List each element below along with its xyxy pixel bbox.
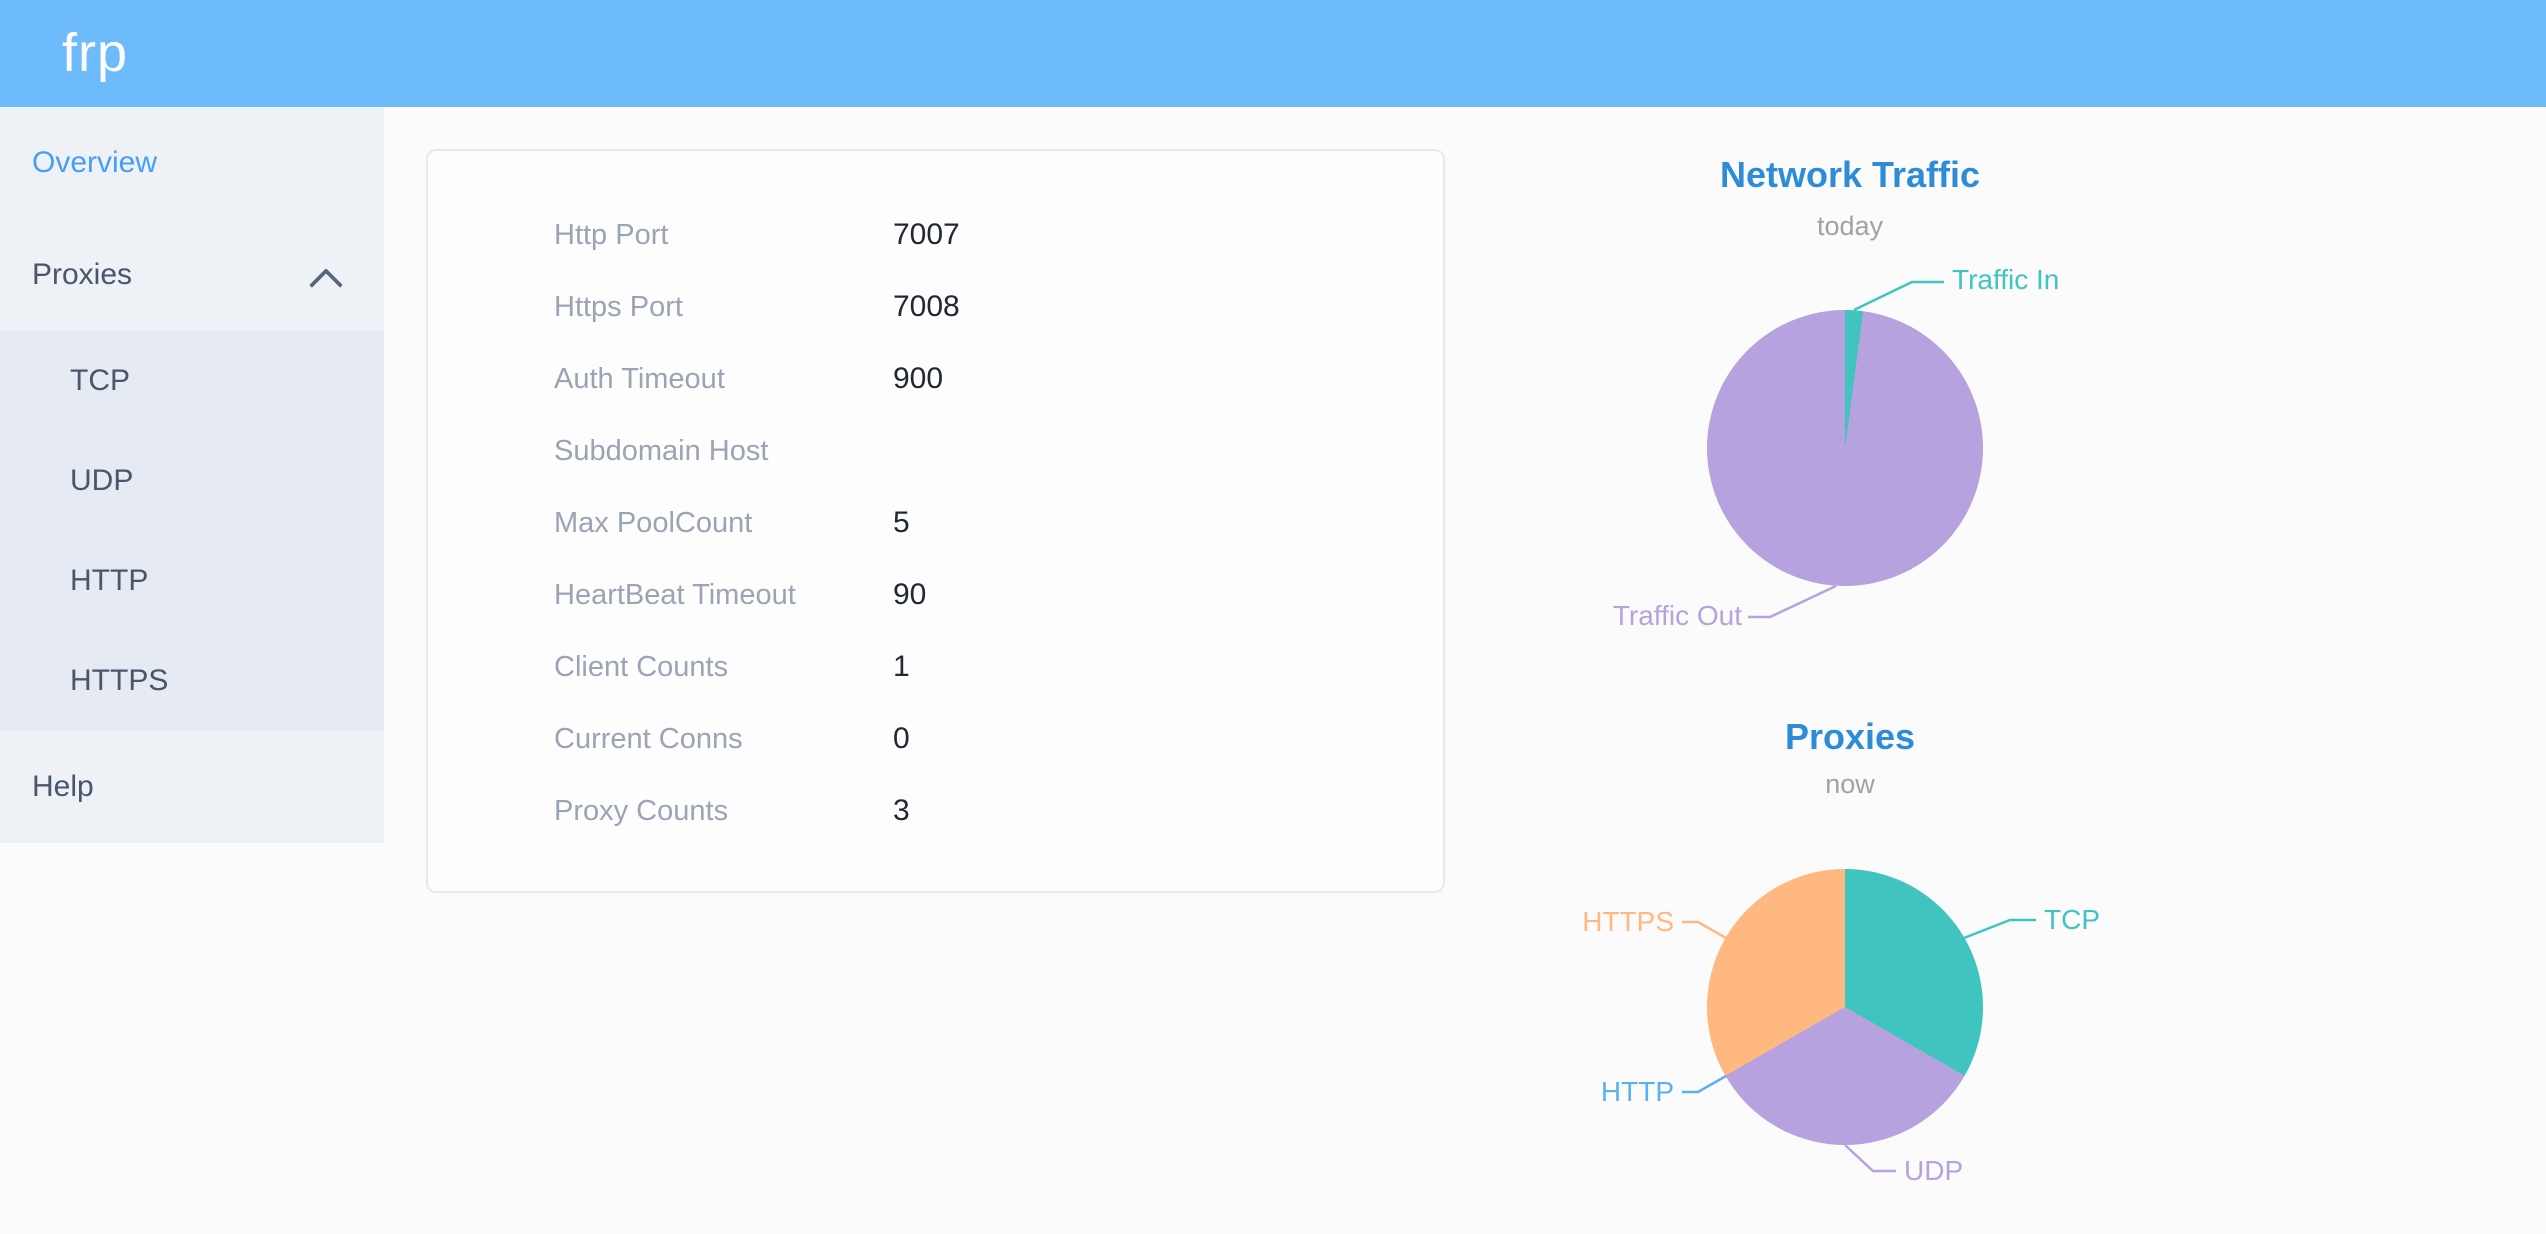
slice-label-udp: UDP <box>1904 1155 1964 1186</box>
sidebar-item-label: TCP <box>70 364 130 397</box>
config-value: 5 <box>893 506 910 539</box>
network-traffic-pie[interactable] <box>1707 310 1983 586</box>
sidebar-item-label: Overview <box>32 146 158 179</box>
config-row-current-conns: Current Conns 0 <box>554 703 1443 775</box>
config-label: Subdomain Host <box>554 434 769 467</box>
config-row-subdomain-host: Subdomain Host <box>554 415 1443 487</box>
config-value: 0 <box>893 722 910 755</box>
config-label: Current Conns <box>554 722 743 755</box>
config-value: 1 <box>893 650 910 683</box>
config-row-max-poolcount: Max PoolCount 5 <box>554 487 1443 559</box>
slice-label-traffic-in: Traffic In <box>1952 264 2060 295</box>
sidebar-item-label: HTTP <box>70 564 149 597</box>
server-config-card: Http Port 7007 Https Port 7008 Auth Timeou… <box>426 149 1445 893</box>
config-row-client-counts: Client Counts 1 <box>554 631 1443 703</box>
config-value: 7008 <box>893 290 960 323</box>
proxies-pie[interactable] <box>1707 869 1983 1145</box>
slice-label-traffic-out: Traffic Out <box>1612 600 1742 631</box>
config-value: 900 <box>893 362 944 395</box>
chart-title: Proxies <box>1784 716 1916 757</box>
sidebar-item-udp[interactable]: UDP <box>0 431 384 531</box>
config-row-heartbeat-timeout: HeartBeat Timeout 90 <box>554 559 1443 631</box>
config-row-https-port: Https Port 7008 <box>554 271 1443 343</box>
slice-label-https: HTTPS <box>1582 906 1674 937</box>
config-value: 90 <box>893 578 927 611</box>
config-row-http-port: Http Port 7007 <box>554 199 1443 271</box>
config-value: 3 <box>893 794 910 827</box>
config-label: Http Port <box>554 218 669 251</box>
sidebar-item-label: Help <box>32 770 94 803</box>
sidebar-item-https[interactable]: HTTPS <box>0 631 384 731</box>
config-row-proxy-counts: Proxy Counts 3 <box>554 775 1443 847</box>
config-label: HeartBeat Timeout <box>554 578 796 611</box>
config-label: Proxy Counts <box>554 794 729 827</box>
slice-label-http: HTTP <box>1600 1076 1674 1107</box>
slice-label-tcp: TCP <box>2044 904 2100 935</box>
config-label: Max PoolCount <box>554 506 753 539</box>
sidebar-item-http[interactable]: HTTP <box>0 531 384 631</box>
config-label: Https Port <box>554 290 683 323</box>
sidebar-item-label: UDP <box>70 464 134 497</box>
sidebar-item-help[interactable]: Help <box>0 731 384 843</box>
chart-title: Network Traffic <box>1719 154 1981 195</box>
sidebar-nav: Overview Proxies TCP UDP HTTP HTTPS Help <box>0 107 384 843</box>
chart-subtitle: now <box>1825 769 1875 799</box>
network-traffic-chart: Network Traffic today Traffic In Traffic… <box>1520 140 2180 680</box>
app-logo: frp <box>62 23 129 83</box>
sidebar-item-proxies[interactable]: Proxies <box>0 219 384 331</box>
chevron-up-icon <box>309 268 343 302</box>
proxies-submenu: TCP UDP HTTP HTTPS <box>0 331 384 731</box>
top-header: frp <box>0 0 2546 107</box>
sidebar-item-tcp[interactable]: TCP <box>0 331 384 431</box>
config-value: 7007 <box>893 218 960 251</box>
sidebar-item-label: Proxies <box>32 258 133 291</box>
config-row-auth-timeout: Auth Timeout 900 <box>554 343 1443 415</box>
proxies-chart: Proxies now TCP UDP HTTP HTTPS <box>1520 700 2180 1234</box>
chart-subtitle: today <box>1816 211 1884 241</box>
sidebar-item-label: HTTPS <box>70 664 169 697</box>
config-label: Auth Timeout <box>554 362 725 395</box>
sidebar-item-overview[interactable]: Overview <box>0 107 384 219</box>
config-label: Client Counts <box>554 650 729 683</box>
